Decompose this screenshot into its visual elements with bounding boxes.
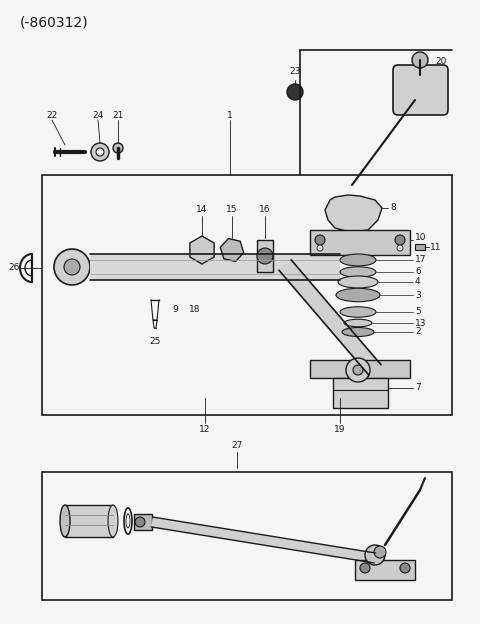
Text: 7: 7 [415,384,421,392]
Bar [355,560,415,580]
Text: 1: 1 [227,110,233,120]
Bar [65,505,113,537]
Text: 27: 27 [231,441,243,449]
Circle shape [64,259,80,275]
Ellipse shape [60,505,70,537]
Circle shape [397,245,403,251]
Polygon shape [151,517,376,563]
Circle shape [317,245,323,251]
Circle shape [113,143,123,153]
Text: 5: 5 [415,308,421,316]
Text: 20: 20 [435,57,446,67]
Bar [257,240,273,272]
Text: 13: 13 [415,318,427,328]
Text: 8: 8 [390,203,396,213]
Text: (-860312): (-860312) [20,15,89,29]
Circle shape [412,52,428,68]
Text: 3: 3 [415,291,421,300]
Bar [310,360,410,378]
Circle shape [365,545,385,565]
Bar [42,175,452,415]
Bar [415,244,425,250]
Circle shape [400,563,410,573]
Ellipse shape [108,505,118,537]
Polygon shape [325,195,382,232]
Text: 6: 6 [415,268,421,276]
Text: 9: 9 [172,306,178,314]
Text: 17: 17 [415,255,427,265]
Text: 26: 26 [8,263,19,273]
Ellipse shape [340,266,376,277]
Ellipse shape [342,328,374,336]
Circle shape [353,365,363,375]
Circle shape [315,235,325,245]
Bar [310,230,410,255]
Circle shape [54,249,90,285]
Ellipse shape [338,276,378,288]
Polygon shape [90,254,340,280]
Polygon shape [279,260,381,375]
Bar [134,514,152,530]
Text: 18: 18 [189,306,201,314]
Text: 21: 21 [112,110,124,120]
Ellipse shape [340,307,376,317]
Circle shape [257,248,273,264]
Text: 16: 16 [259,205,271,215]
Circle shape [287,84,303,100]
Ellipse shape [340,254,376,266]
Text: 2: 2 [415,328,420,336]
Text: 4: 4 [415,278,420,286]
Ellipse shape [344,319,372,327]
Text: 14: 14 [196,205,208,215]
Bar [42,472,452,600]
Text: 19: 19 [334,426,346,434]
Text: 12: 12 [199,426,211,434]
Circle shape [96,148,104,156]
Text: 10: 10 [415,233,427,243]
Circle shape [346,358,370,382]
Text: 23: 23 [289,67,300,77]
FancyBboxPatch shape [393,65,448,115]
Text: 15: 15 [226,205,238,215]
Text: 11: 11 [430,243,442,251]
Ellipse shape [336,288,380,302]
Circle shape [91,143,109,161]
Ellipse shape [126,514,130,528]
Circle shape [135,517,145,527]
Text: 24: 24 [92,110,104,120]
Text: 25: 25 [149,338,161,346]
Text: 22: 22 [47,110,58,120]
Circle shape [360,563,370,573]
Bar [333,378,388,408]
Circle shape [395,235,405,245]
Circle shape [374,546,386,558]
